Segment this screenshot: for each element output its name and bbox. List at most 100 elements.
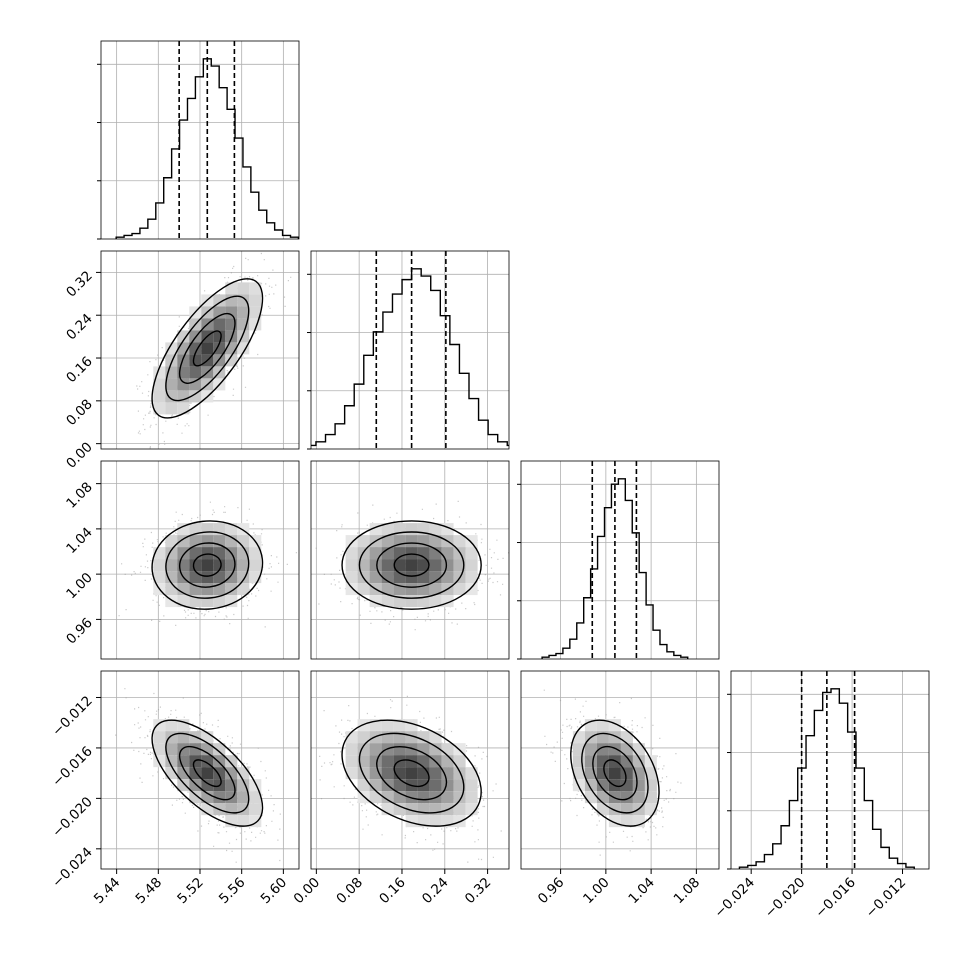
scatter-panel-0-1 bbox=[101, 251, 299, 449]
density-cell bbox=[165, 342, 178, 355]
y-tick-label: 0.08 bbox=[63, 396, 96, 429]
density-cell bbox=[345, 767, 358, 780]
density-cell bbox=[225, 595, 238, 608]
density-cell bbox=[237, 547, 250, 560]
density-cell bbox=[357, 583, 370, 596]
density-cell bbox=[644, 779, 657, 792]
density-cell bbox=[608, 803, 621, 816]
density-cell bbox=[237, 306, 250, 319]
density-cell bbox=[608, 731, 621, 744]
density-cell bbox=[608, 791, 621, 804]
density-cell bbox=[465, 535, 478, 548]
density-cell bbox=[225, 535, 238, 548]
density-cell bbox=[429, 767, 442, 780]
panel-frame bbox=[730, 670, 930, 870]
x-tick-label: 1.00 bbox=[580, 875, 613, 908]
density-cell bbox=[441, 743, 454, 756]
density-cell bbox=[620, 779, 633, 792]
scatter-panel-1-2 bbox=[311, 461, 509, 659]
density-cell bbox=[381, 755, 394, 768]
density-cell bbox=[153, 378, 166, 391]
density-cell bbox=[465, 779, 478, 792]
density-cell bbox=[393, 779, 406, 792]
density-cell bbox=[429, 559, 442, 572]
density-cell bbox=[620, 755, 633, 768]
contour-line bbox=[165, 531, 250, 599]
density-cell bbox=[381, 595, 394, 608]
density-cell bbox=[441, 779, 454, 792]
density-cell bbox=[165, 583, 178, 596]
density-cell bbox=[345, 743, 358, 756]
density-cell bbox=[237, 791, 250, 804]
density-cell bbox=[441, 547, 454, 560]
density-cell bbox=[405, 731, 418, 744]
density-cell bbox=[201, 547, 214, 560]
density-cell bbox=[393, 743, 406, 756]
density-cell bbox=[165, 535, 178, 548]
contour-line bbox=[393, 553, 430, 577]
y-tick-label: 1.08 bbox=[63, 479, 96, 512]
density-cell bbox=[453, 755, 466, 768]
density-cell bbox=[165, 390, 178, 403]
contour-line bbox=[151, 278, 264, 419]
density-cell bbox=[201, 571, 214, 584]
density-cell bbox=[405, 523, 418, 536]
density-cell bbox=[405, 595, 418, 608]
x-tick-label: −0.016 bbox=[812, 875, 859, 922]
density-cell bbox=[465, 767, 478, 780]
density-cell bbox=[189, 571, 202, 584]
contour-line bbox=[192, 759, 222, 788]
density-cell bbox=[465, 559, 478, 572]
panel-frame bbox=[310, 460, 510, 660]
density-cell bbox=[165, 743, 178, 756]
density-cell bbox=[453, 779, 466, 792]
density-cell bbox=[381, 559, 394, 572]
density-cell bbox=[393, 559, 406, 572]
density-cell bbox=[153, 743, 166, 756]
density-cell bbox=[596, 779, 609, 792]
density-cell bbox=[225, 330, 238, 343]
y-tick-label: 0.00 bbox=[63, 439, 96, 472]
y-tick-label: 0.32 bbox=[63, 268, 96, 301]
density-cell bbox=[453, 803, 466, 816]
density-cell bbox=[213, 755, 226, 768]
x-tick-label: 0.16 bbox=[376, 875, 409, 908]
density-cell bbox=[153, 731, 166, 744]
contour-line bbox=[151, 719, 264, 827]
density-cell bbox=[345, 547, 358, 560]
density-cell bbox=[213, 547, 226, 560]
density-cell bbox=[249, 547, 262, 560]
panel-frame bbox=[520, 460, 720, 660]
density-cell bbox=[225, 767, 238, 780]
density-cell bbox=[572, 755, 585, 768]
density-cell bbox=[249, 779, 262, 792]
density-cell bbox=[153, 755, 166, 768]
density-cell bbox=[429, 779, 442, 792]
density-cell bbox=[405, 743, 418, 756]
density-cell bbox=[644, 803, 657, 816]
density-cell bbox=[225, 306, 238, 319]
density-cell bbox=[417, 791, 430, 804]
density-cell bbox=[369, 755, 382, 768]
density-cell bbox=[225, 354, 238, 367]
density-cell bbox=[405, 559, 418, 572]
density-cell bbox=[417, 755, 430, 768]
density-cell bbox=[608, 767, 621, 780]
density-cell bbox=[429, 535, 442, 548]
contour-line bbox=[603, 759, 627, 788]
density-cell bbox=[213, 571, 226, 584]
density-cell bbox=[213, 318, 226, 331]
density-cell bbox=[584, 743, 597, 756]
x-tick-label: 5.52 bbox=[174, 875, 207, 908]
density-cell bbox=[189, 354, 202, 367]
density-cell bbox=[213, 791, 226, 804]
density-cell bbox=[441, 755, 454, 768]
density-cell bbox=[189, 791, 202, 804]
density-cell bbox=[584, 791, 597, 804]
density-cell bbox=[453, 559, 466, 572]
density-cell bbox=[381, 583, 394, 596]
density-cell bbox=[177, 767, 190, 780]
density-cell bbox=[429, 815, 442, 828]
density-cell bbox=[429, 523, 442, 536]
